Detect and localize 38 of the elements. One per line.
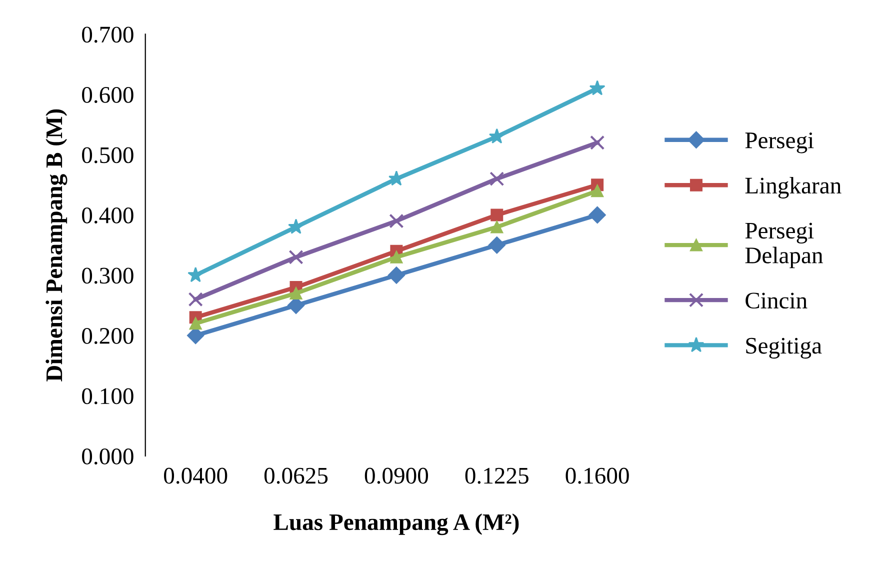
point [388, 266, 405, 284]
y-tick-label: 0.600 [82, 86, 134, 103]
point [390, 250, 403, 264]
x-tick-label: 0.0625 [264, 468, 328, 484]
legend-label: Persegi [745, 132, 814, 154]
x-tick-label: 0.0900 [364, 468, 428, 484]
point [490, 208, 504, 222]
point [490, 172, 504, 186]
point [189, 317, 202, 330]
point [589, 80, 606, 96]
legend-label: Lingkaran [745, 176, 842, 198]
y-tick-label: 0.200 [82, 328, 134, 344]
point [288, 218, 304, 234]
y-tick-label: 0.000 [82, 448, 134, 465]
point [488, 128, 505, 144]
y-tick-label: 0.300 [82, 268, 134, 284]
point [389, 214, 404, 228]
point [490, 220, 504, 234]
point [188, 266, 204, 282]
point [591, 184, 604, 198]
legend-label: Cincin [746, 292, 808, 309]
x-tick-label: 0.0400 [164, 468, 228, 484]
x-tick-label: 0.1600 [566, 468, 629, 484]
x-axis-title: Luas Penampang A (M²) [274, 514, 519, 536]
x-tick-label: 0.1225 [465, 468, 528, 484]
y-axis-title: Dimensi Penampang B (M) [46, 109, 68, 382]
legend-label: Segitiga [746, 338, 822, 359]
y-tick-label: 0.700 [82, 26, 134, 43]
point [588, 206, 606, 224]
y-tick-label: 0.500 [82, 147, 134, 164]
legend-label: Persegi Delapan [745, 222, 823, 268]
point [290, 287, 302, 300]
point [188, 292, 203, 307]
point [488, 236, 506, 254]
point [590, 135, 605, 150]
y-tick-label: 0.400 [82, 207, 134, 224]
y-tick-label: 0.100 [82, 388, 134, 404]
point [288, 250, 304, 264]
